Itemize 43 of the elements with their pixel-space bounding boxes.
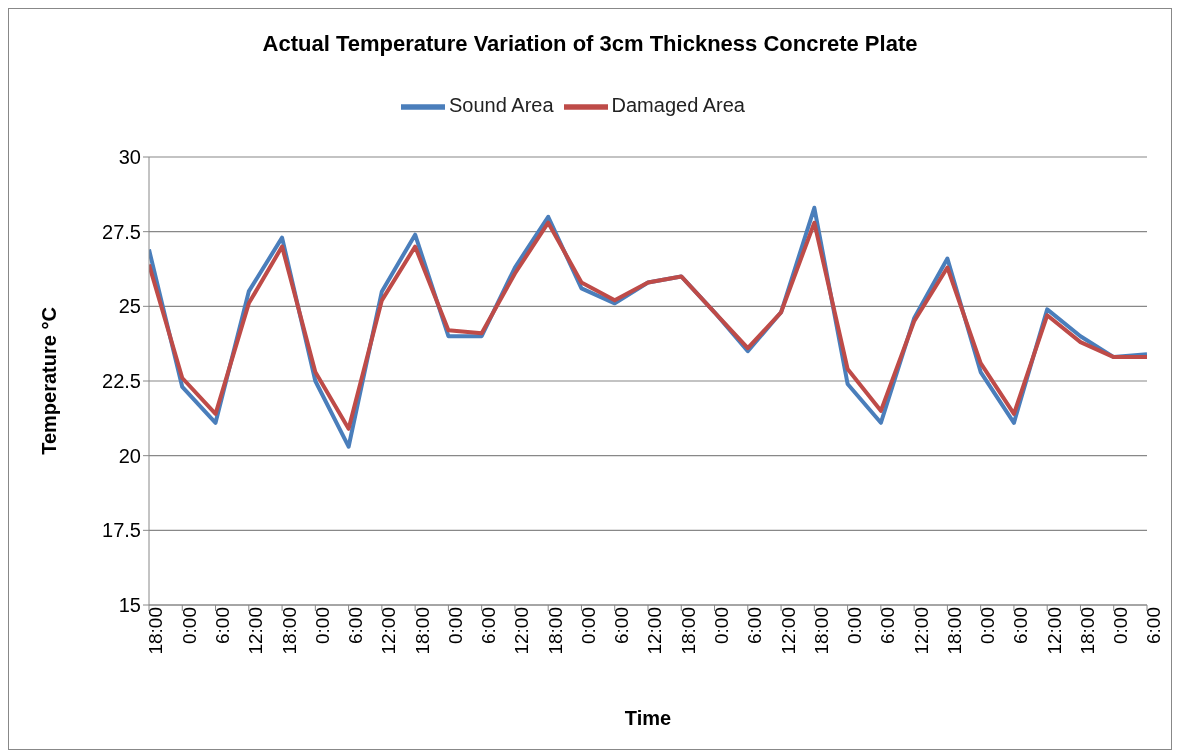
chart-title: Actual Temperature Variation of 3cm Thickness Concrete Plate [261,31,919,58]
x-tick-label: 12:00 [910,607,932,655]
x-tick-label: 12:00 [511,607,533,655]
x-tick-label: 12:00 [245,607,267,655]
y-tick-label: 30 [118,146,141,169]
x-tick-label: 12:00 [644,607,666,655]
x-tick-label: 0:00 [1110,607,1132,644]
x-tick-label: 18:00 [278,607,300,655]
x-tick-label: 6:00 [478,607,500,644]
y-tick-label: 20 [118,444,141,467]
x-tick-label: 6:00 [744,607,766,644]
x-tick-label: 18:00 [943,607,965,655]
x-tick-label: 0:00 [444,607,466,644]
x-tick-label: 18:00 [145,607,167,655]
x-axis-title: Time [624,707,672,729]
x-tick-label: 18:00 [411,607,433,655]
y-tick-label: 27.5 [102,220,141,243]
x-tick-label: 6:00 [611,607,633,644]
x-tick-label: 6:00 [1143,607,1165,644]
x-tick-label: 6:00 [877,607,899,644]
x-tick-label: 18:00 [810,607,832,655]
x-tick-label: 0:00 [577,607,599,644]
x-tick-label: 18:00 [677,607,699,655]
x-tick-label: 12:00 [777,607,799,655]
x-tick-label: 18:00 [544,607,566,655]
x-tick-label: 0:00 [844,607,866,644]
x-tick-label: 0:00 [711,607,733,644]
x-tick-label: 12:00 [378,607,400,655]
y-axis-title: Temperature °C [38,307,61,455]
x-tick-label: 18:00 [1076,607,1098,655]
x-tick-label: 0:00 [311,607,333,644]
y-tick-label: 17.5 [102,519,141,542]
y-tick-label: 25 [118,295,141,318]
x-tick-label: 0:00 [977,607,999,644]
y-tick-label: 22.5 [102,370,141,393]
x-tick-label: 0:00 [178,607,200,644]
legend-label: Sound Area [449,94,554,117]
x-tick-label: 6:00 [345,607,367,644]
y-tick-label: 15 [118,594,141,617]
x-tick-label: 12:00 [1043,607,1065,655]
x-tick-label: 6:00 [1010,607,1032,644]
legend-label: Damaged Area [611,94,745,117]
x-tick-label: 6:00 [212,607,234,644]
